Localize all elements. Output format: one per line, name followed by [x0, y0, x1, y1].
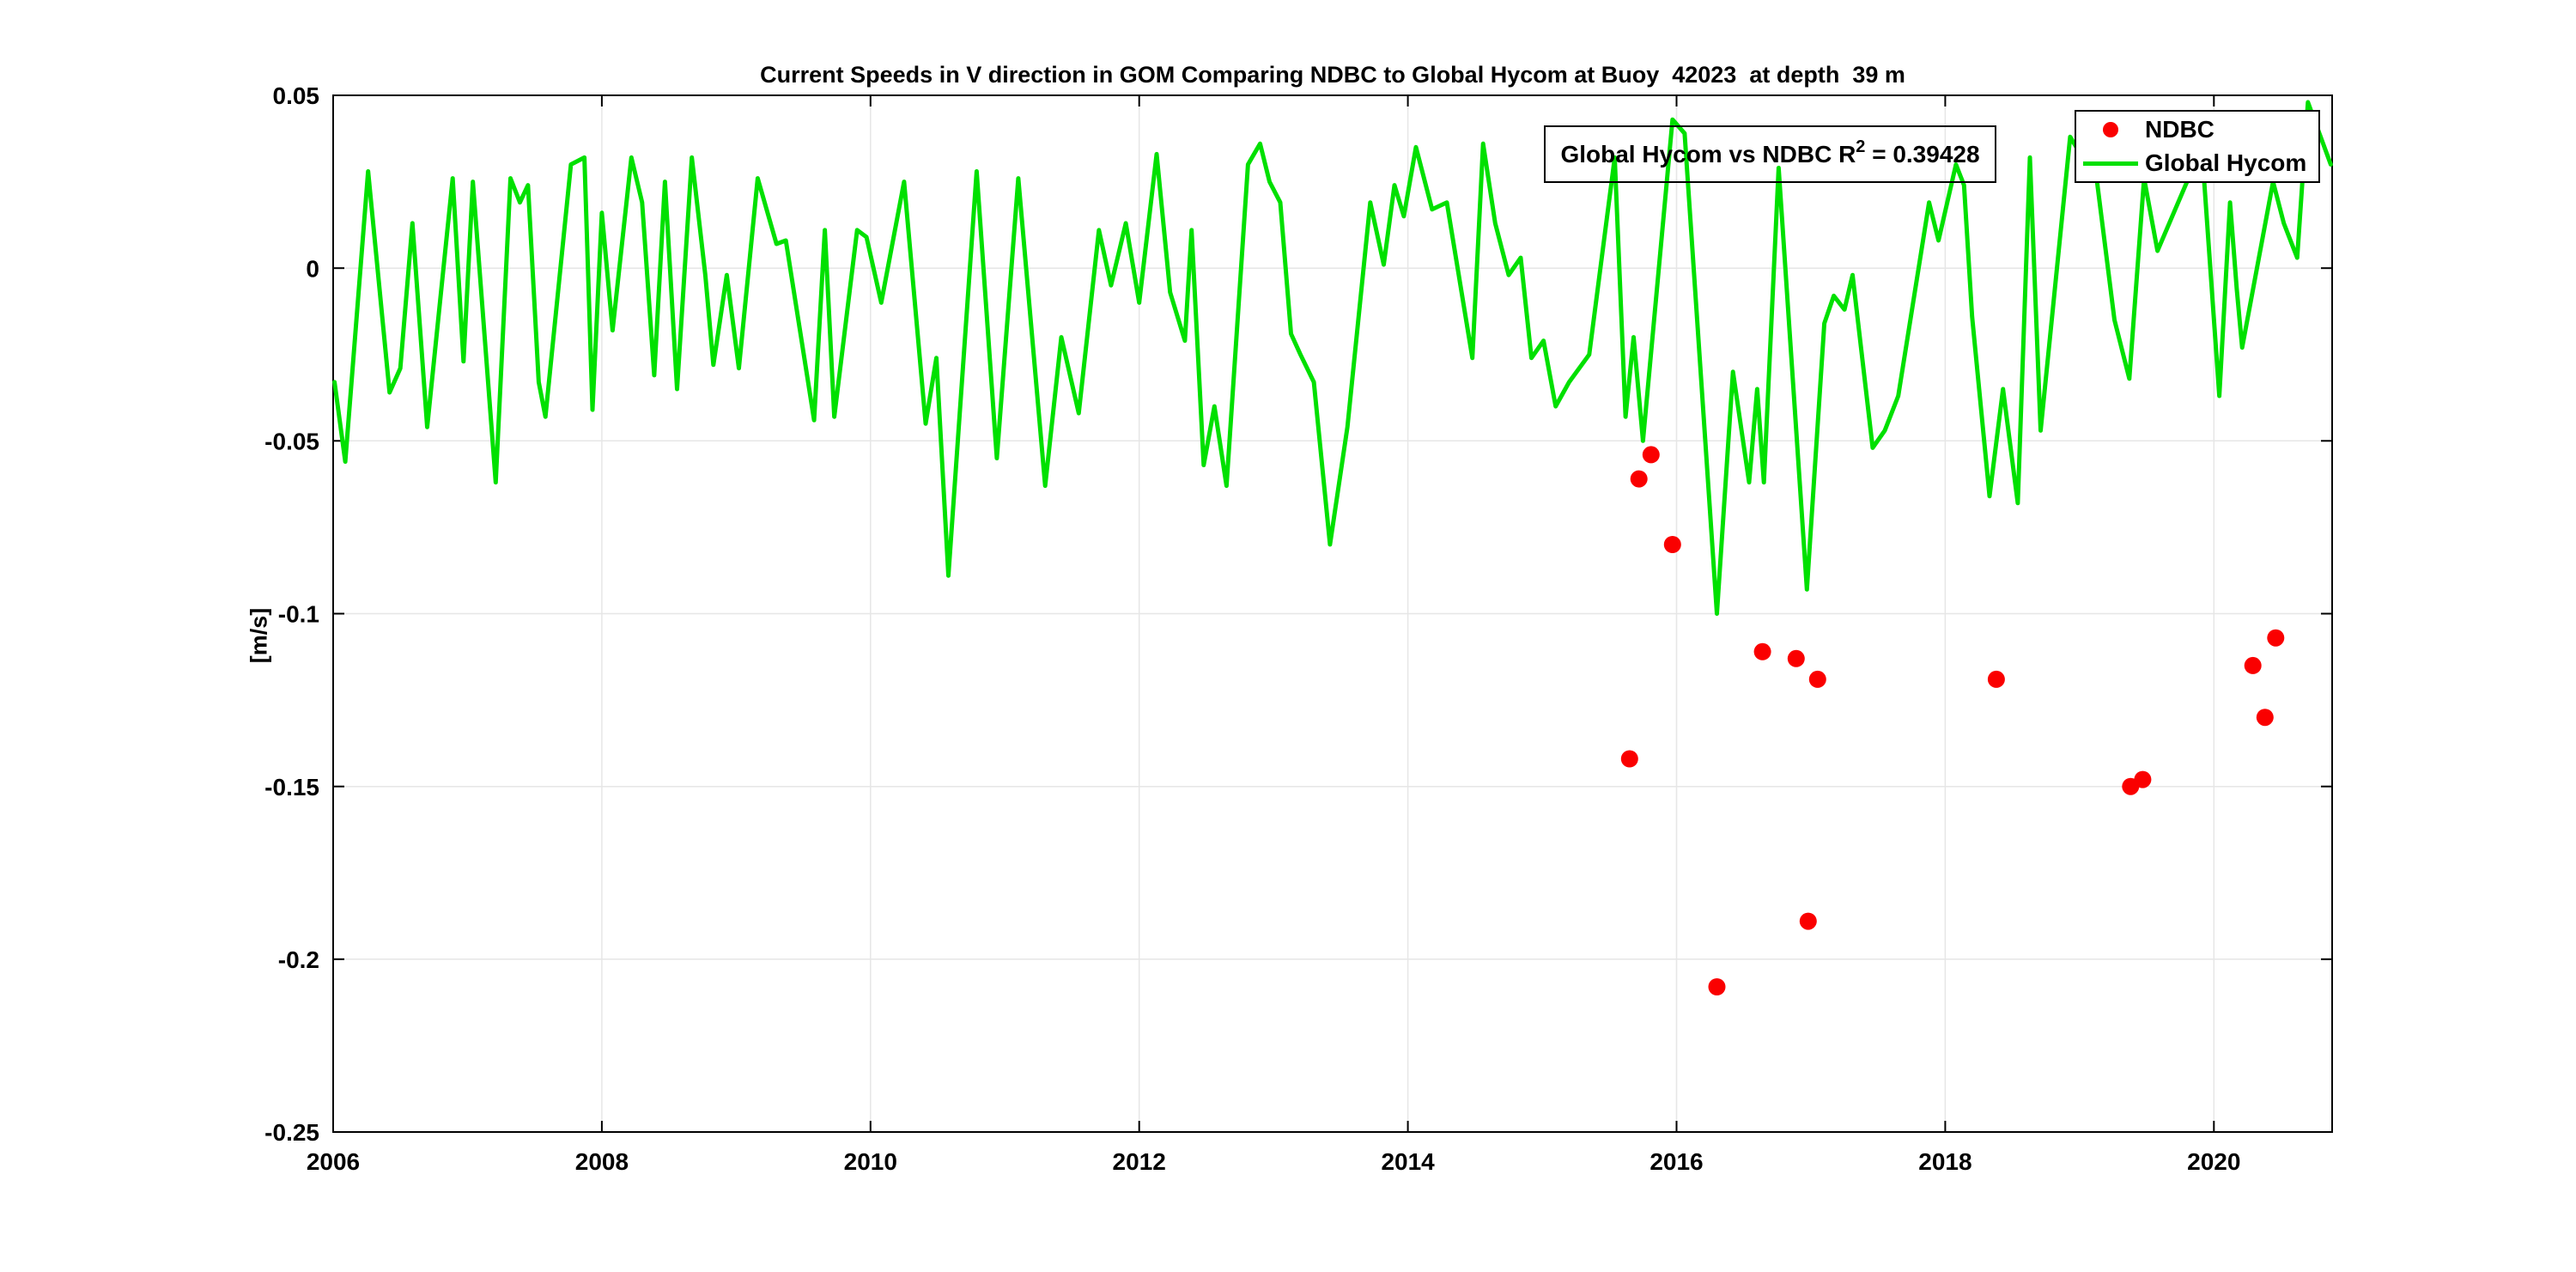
ndbc-point	[2267, 629, 2285, 647]
x-tick-label: 2014	[1381, 1148, 1435, 1175]
legend-marker-zone	[2076, 121, 2145, 137]
ndbc-point	[1630, 470, 1648, 488]
y-tick-label: -0.2	[278, 946, 319, 973]
x-tick-label: 2006	[307, 1148, 360, 1175]
x-tick-label: 2012	[1113, 1148, 1166, 1175]
ndbc-point	[1808, 670, 1826, 688]
r2-annotation-value: = 0.39428	[1865, 140, 1980, 167]
ndbc-point	[1799, 912, 1817, 930]
ndbc-point	[2256, 709, 2274, 727]
legend: NDBC Global Hycom	[2075, 110, 2320, 183]
y-tick-label: -0.1	[278, 601, 319, 628]
legend-marker-zone	[2076, 161, 2145, 166]
x-tick-label: 2016	[1649, 1148, 1703, 1175]
x-tick-label: 2018	[1918, 1148, 1971, 1175]
y-tick-label: -0.25	[264, 1119, 319, 1146]
ndbc-point	[1663, 536, 1681, 553]
ndbc-point	[1787, 649, 1805, 667]
red-dot-icon	[2103, 121, 2118, 137]
r2-annotation-text: Global Hycom vs NDBC R	[1560, 140, 1856, 167]
y-tick-label: 0	[306, 255, 319, 282]
x-tick-label: 2010	[844, 1148, 897, 1175]
legend-item-ndbc: NDBC	[2076, 113, 2318, 146]
ndbc-point	[1987, 670, 2005, 688]
green-line-icon	[2083, 161, 2138, 166]
legend-label-ndbc: NDBC	[2145, 115, 2215, 143]
hycom-line	[332, 100, 2333, 616]
x-tick-label: 2008	[575, 1148, 629, 1175]
ndbc-point	[1753, 642, 1771, 660]
chart-title: Current Speeds in V direction in GOM Com…	[760, 62, 1905, 88]
x-tick-label: 2020	[2187, 1148, 2240, 1175]
y-tick-label: -0.05	[264, 428, 319, 454]
ndbc-point	[1708, 978, 1726, 995]
ndbc-point	[2134, 770, 2152, 788]
ndbc-point	[2244, 656, 2262, 674]
y-tick-label: 0.05	[273, 82, 320, 109]
ndbc-point	[1620, 750, 1638, 768]
legend-item-hycom: Global Hycom	[2076, 147, 2318, 180]
y-tick-label: -0.15	[264, 774, 319, 800]
ndbc-point	[1642, 446, 1660, 464]
legend-label-hycom: Global Hycom	[2145, 149, 2307, 177]
